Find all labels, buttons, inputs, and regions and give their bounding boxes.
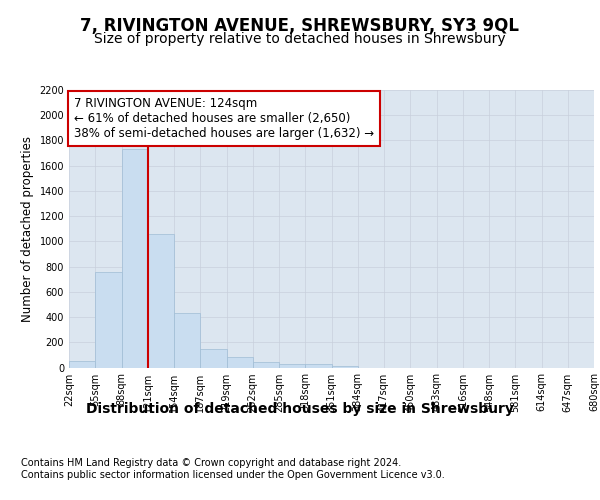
Bar	[148, 234, 174, 368]
Bar	[174, 314, 200, 368]
Text: 7 RIVINGTON AVENUE: 124sqm
← 61% of detached houses are smaller (2,650)
38% of s: 7 RIVINGTON AVENUE: 124sqm ← 61% of deta…	[74, 97, 374, 140]
Text: Contains public sector information licensed under the Open Government Licence v3: Contains public sector information licen…	[21, 470, 445, 480]
Bar	[305, 364, 331, 368]
Bar	[279, 364, 305, 368]
Bar	[227, 358, 253, 368]
Bar	[200, 349, 227, 368]
Text: Contains HM Land Registry data © Crown copyright and database right 2024.: Contains HM Land Registry data © Crown c…	[21, 458, 401, 468]
Text: Distribution of detached houses by size in Shrewsbury: Distribution of detached houses by size …	[86, 402, 514, 416]
Text: 7, RIVINGTON AVENUE, SHREWSBURY, SY3 9QL: 7, RIVINGTON AVENUE, SHREWSBURY, SY3 9QL	[80, 18, 520, 36]
Y-axis label: Number of detached properties: Number of detached properties	[21, 136, 34, 322]
Bar	[69, 360, 95, 368]
Text: Size of property relative to detached houses in Shrewsbury: Size of property relative to detached ho…	[94, 32, 506, 46]
Bar	[253, 362, 279, 368]
Bar	[121, 150, 148, 368]
Bar	[95, 272, 121, 368]
Bar	[331, 366, 358, 368]
